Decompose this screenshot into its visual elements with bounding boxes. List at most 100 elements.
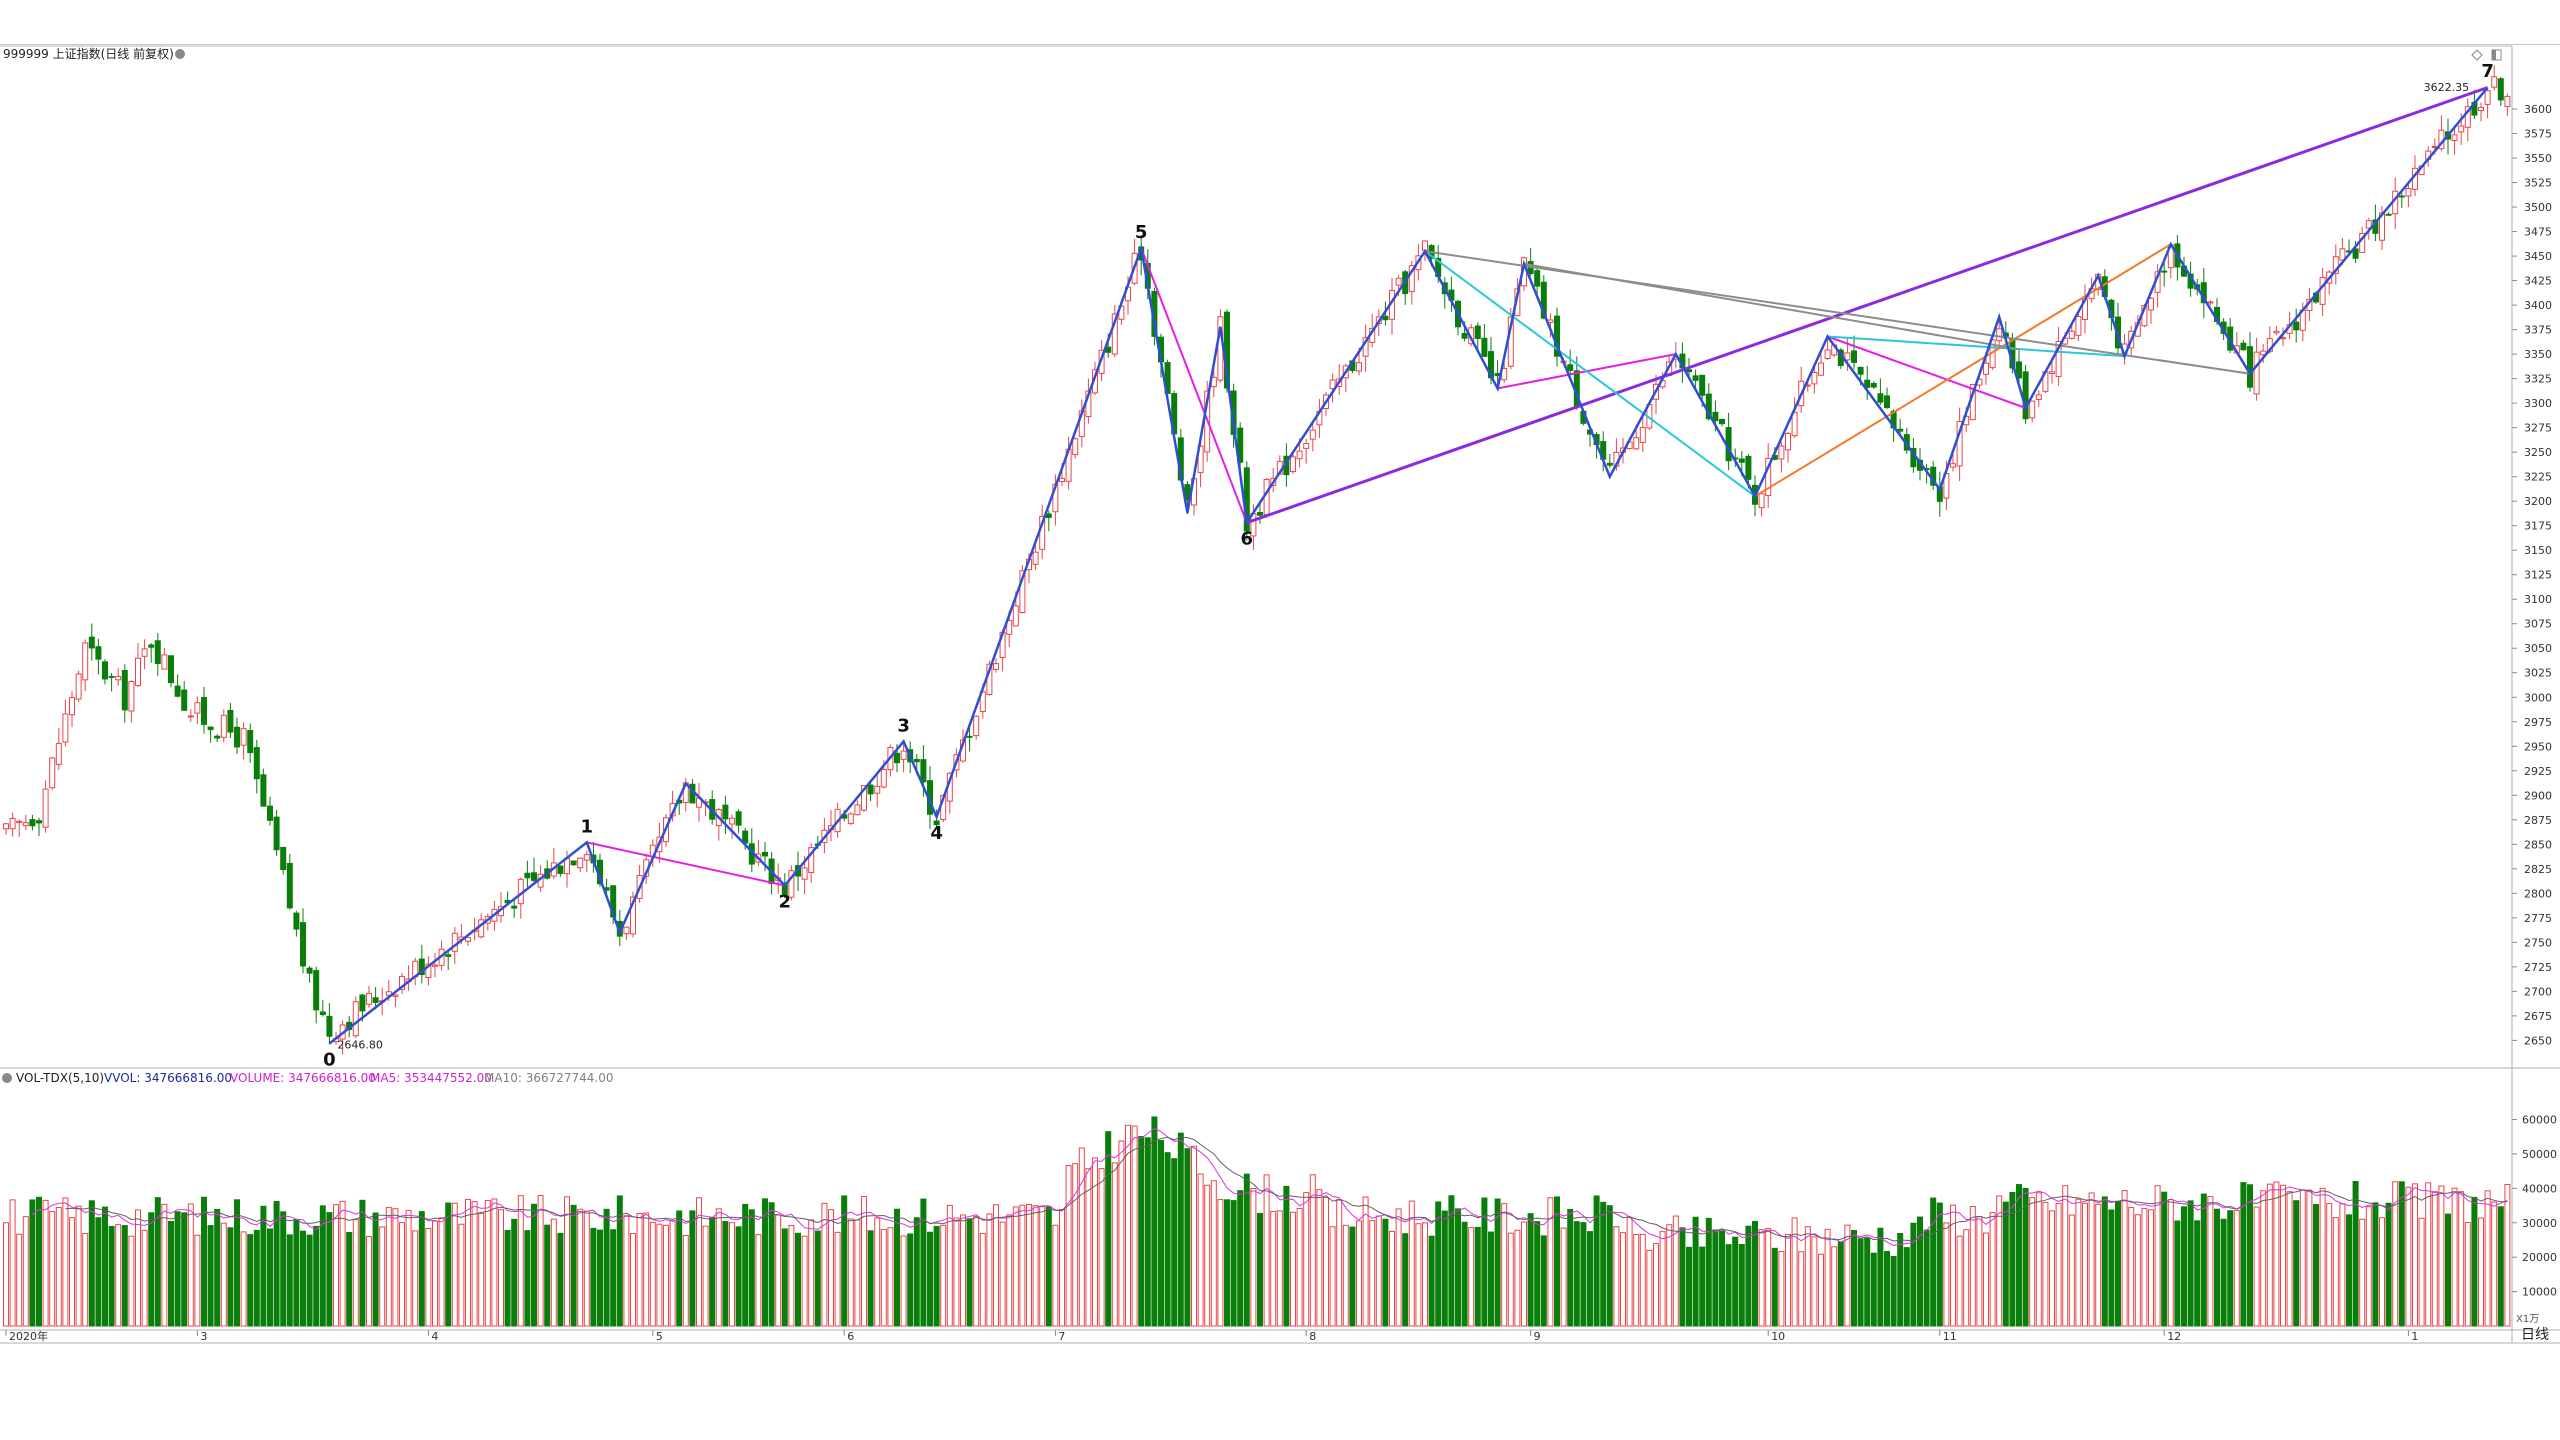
volume-bar-down	[524, 1230, 531, 1327]
candle-up	[583, 854, 590, 861]
candle-down	[1692, 375, 1699, 381]
volume-ma-lines	[32, 1127, 2508, 1247]
volume-bar-down	[2247, 1184, 2253, 1327]
volume-bar-down	[1606, 1205, 1613, 1327]
candle-up	[2365, 220, 2372, 229]
candle-down	[102, 661, 108, 680]
volume-bar-down	[2194, 1220, 2201, 1327]
volume-bar-up	[1824, 1228, 1831, 1327]
volume-bar-up	[1422, 1222, 1428, 1327]
candle-down	[1857, 366, 1864, 375]
volume-bar-down	[1494, 1198, 1501, 1327]
candle-down	[372, 997, 379, 1003]
candle-up	[993, 663, 999, 670]
volume-bar-down	[742, 1203, 749, 1327]
candle-up	[2332, 256, 2339, 274]
volume-bar-up	[583, 1210, 590, 1327]
volume-bar-down	[511, 1218, 518, 1327]
candle-up	[1329, 379, 1336, 390]
price-tick-label: 2975	[2524, 716, 2552, 729]
volume-bar-up	[1085, 1168, 1092, 1327]
volume-bar-down	[1481, 1197, 1488, 1327]
date-tick-label: 12	[2167, 1330, 2181, 1343]
candle-down	[557, 865, 564, 874]
candle-down	[1851, 350, 1857, 363]
volume-bar-down	[689, 1210, 696, 1327]
volume-bar-up	[478, 1212, 485, 1327]
volume-bar-up	[2504, 1184, 2511, 1327]
candle-down	[933, 820, 940, 826]
candle-up	[2451, 134, 2458, 142]
volume-bar-up	[1613, 1226, 1620, 1327]
volume-bar-up	[2418, 1217, 2425, 1327]
wave-label-5: 5	[1135, 222, 1148, 243]
volume-bar-up	[801, 1235, 808, 1327]
candle-up	[1983, 362, 1989, 375]
volume-bar-up	[471, 1201, 478, 1327]
volume-bar-up	[1646, 1249, 1653, 1327]
volume-bar-up	[2319, 1187, 2326, 1327]
candle-down	[313, 970, 320, 1011]
candle-up	[973, 715, 980, 737]
volume-bar-up	[1521, 1221, 1527, 1327]
candle-down	[227, 709, 234, 733]
volume-bar-up	[405, 1209, 412, 1327]
volume-bar-down	[174, 1211, 181, 1327]
volume-bar-up	[537, 1195, 544, 1327]
volume-bar-down	[293, 1219, 300, 1327]
wave-label-7: 7	[2481, 61, 2494, 82]
volume-bar-up	[1342, 1224, 1349, 1327]
candle-down	[2398, 195, 2405, 198]
volume-bar-up	[352, 1219, 359, 1327]
candle-down	[1870, 382, 1877, 388]
volume-bar-up	[2332, 1217, 2339, 1327]
period-label[interactable]: 日线	[2521, 1327, 2549, 1343]
volume-bar-up	[663, 1224, 669, 1327]
volume-bar-up	[1758, 1229, 1765, 1327]
candle-up	[1072, 438, 1079, 456]
volume-bar-up	[821, 1202, 828, 1327]
diamond-icon[interactable]	[2471, 49, 2483, 61]
volume-bar-up	[828, 1209, 834, 1327]
volume-bar-down	[234, 1199, 240, 1327]
volume-bars	[3, 1116, 2511, 1327]
volume-bar-up	[2141, 1208, 2148, 1327]
volume-bar-down	[1164, 1152, 1171, 1327]
volume-bar-up	[438, 1217, 445, 1327]
magenta-trendline	[1140, 247, 1248, 524]
candle-down	[511, 905, 518, 909]
chart-title: 999999 上证指数(日线 前复权)	[3, 46, 174, 61]
volume-bar-up	[1270, 1210, 1277, 1327]
candle-down	[95, 646, 102, 660]
volume-bar-up	[2128, 1207, 2135, 1327]
volume-bar-up	[1811, 1236, 1818, 1327]
candle-up	[1950, 463, 1956, 468]
price-tick-label: 2775	[2524, 912, 2552, 925]
volume-bar-up	[1620, 1232, 1626, 1327]
volume-bar-up	[1659, 1231, 1666, 1327]
candle-up	[220, 714, 227, 738]
candle-up	[1956, 420, 1963, 467]
candle-up	[2049, 371, 2055, 375]
candle-down	[1686, 369, 1692, 373]
price-tick-label: 2675	[2524, 1010, 2552, 1023]
volume-bar-down	[616, 1195, 623, 1327]
candle-up	[2458, 125, 2465, 133]
wave-label-0: 0	[323, 1050, 336, 1071]
volume-bar-down	[1045, 1206, 1052, 1327]
volume-tick-label: 10000	[2522, 1286, 2557, 1299]
volume-bar-up	[656, 1223, 663, 1327]
candle-up	[1824, 349, 1831, 359]
volume-bar-up	[1375, 1215, 1382, 1327]
volume-bar-up	[953, 1217, 960, 1327]
volume-bar-down	[1349, 1226, 1356, 1327]
volume-bar-up	[1026, 1203, 1032, 1327]
candle-down	[722, 804, 729, 820]
volume-bar-down	[795, 1232, 801, 1327]
volume-bar-up	[2148, 1209, 2154, 1327]
volume-bar-up	[1006, 1214, 1013, 1327]
indicator-settings-icon[interactable]	[2, 1073, 12, 1083]
date-tick-label: 10	[1771, 1330, 1785, 1343]
title-settings-icon[interactable]	[175, 49, 185, 59]
candle-up	[1032, 551, 1039, 565]
